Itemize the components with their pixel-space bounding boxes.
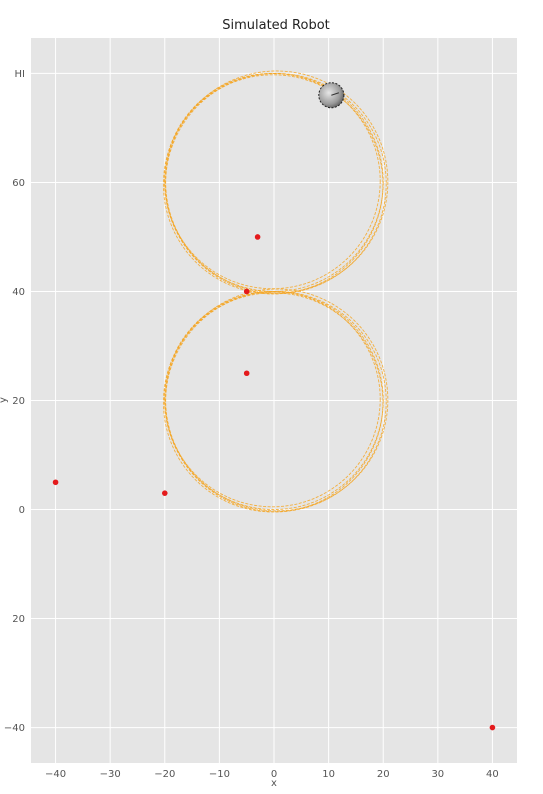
y-tick-label: 20 — [12, 396, 25, 407]
y-tick-label: 20 — [12, 614, 25, 625]
y-tick-labels: −40 20 0 20 40 60 HI — [4, 69, 25, 734]
y-tick-label: HI — [15, 69, 25, 80]
x-axis-label: x — [271, 778, 277, 789]
x-tick-label: 30 — [431, 769, 444, 780]
x-tick-label: 10 — [322, 769, 335, 780]
x-tick-label: −40 — [45, 769, 66, 780]
x-tick-label: 20 — [377, 769, 390, 780]
chart-title: Simulated Robot — [222, 18, 330, 33]
robot-heading — [331, 92, 340, 96]
landmark-point — [489, 724, 496, 731]
landmark-point — [161, 490, 168, 496]
robot — [318, 82, 345, 109]
y-tick-label: −40 — [4, 723, 25, 734]
trajectory-loop-0-pass-4 — [162, 74, 384, 295]
y-tick-label: 60 — [12, 178, 25, 189]
trajectory-loop-0-pass-3 — [165, 70, 389, 294]
x-tick-label: 0 — [271, 769, 277, 780]
trajectory-loop-1-pass-2 — [164, 291, 381, 508]
x-tick-label: −20 — [154, 769, 175, 780]
y-axis-label: y — [0, 397, 9, 403]
trajectory-loop-1-pass-4 — [162, 292, 384, 513]
landmark-point — [243, 288, 250, 295]
landmark-point — [254, 234, 261, 240]
trajectory-loop-1-pass-3 — [165, 288, 389, 512]
x-tick-label: −10 — [209, 769, 230, 780]
x-tick-label: 40 — [486, 769, 499, 780]
landmarks — [52, 234, 496, 731]
x-tick-labels: −40 −30 −20 −10 0 10 20 30 40 — [45, 769, 499, 780]
x-tick-label: −30 — [100, 769, 121, 780]
landmark-point — [52, 479, 59, 486]
y-tick-label: 40 — [12, 287, 25, 298]
y-tick-label: 0 — [19, 505, 25, 516]
landmark-point — [243, 370, 250, 377]
trajectory — [162, 70, 389, 513]
